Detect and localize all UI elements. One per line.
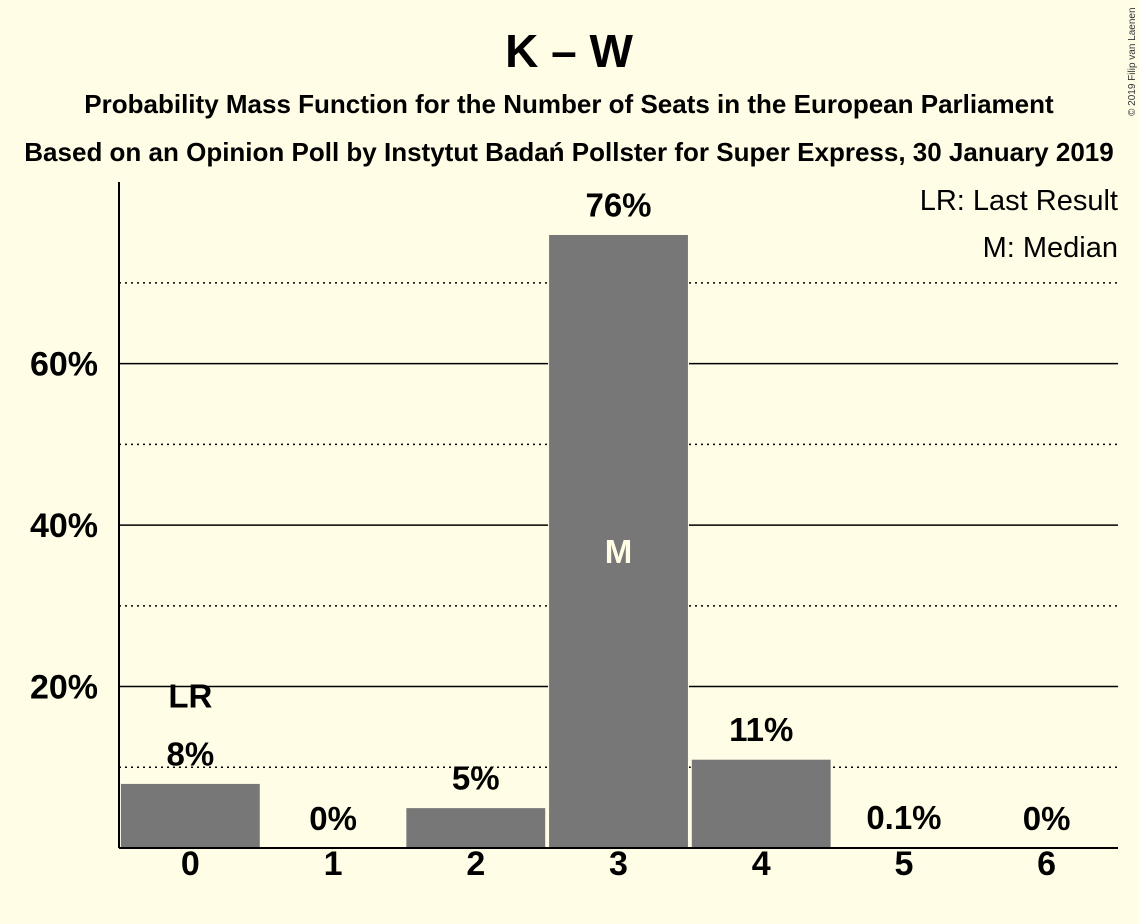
- last-result-marker: LR: [168, 677, 212, 714]
- bar-value-label: 5%: [452, 760, 500, 797]
- bar-value-label: 0%: [309, 800, 357, 837]
- bar-value-label: 8%: [167, 735, 215, 772]
- chart-subtitle: Probability Mass Function for the Number…: [84, 89, 1054, 119]
- axes: [118, 182, 1118, 849]
- legend-last-result: LR: Last Result: [920, 185, 1118, 217]
- x-tick-label: 2: [466, 845, 485, 883]
- median-marker: M: [605, 533, 633, 570]
- x-tick-label: 4: [752, 845, 771, 883]
- bar-value-label: 0%: [1023, 800, 1071, 837]
- bar-value-label: 0.1%: [866, 799, 941, 836]
- legend-median: M: Median: [983, 232, 1118, 264]
- y-tick-label: 40%: [30, 507, 98, 545]
- bar: [119, 782, 261, 849]
- bar-value-label: 11%: [729, 711, 793, 748]
- copyright-notice: © 2019 Filip van Laenen: [1127, 7, 1138, 116]
- bar: [405, 807, 547, 849]
- chart-title: K – W: [505, 25, 633, 77]
- chart-subtitle-source: Based on an Opinion Poll by Instytut Bad…: [24, 137, 1113, 167]
- bar: [548, 233, 689, 849]
- labels: 20% 40% 60% 8% 0 0% 1 5% 2 76% 3 11% 4 0.1% 5 0% 6 LR M: [30, 186, 1071, 883]
- x-tick-label: 1: [324, 845, 343, 883]
- x-tick-label: 6: [1037, 845, 1056, 883]
- y-tick-label: 20%: [30, 669, 98, 707]
- y-tick-label: 60%: [30, 346, 98, 384]
- x-tick-label: 3: [609, 845, 628, 883]
- bars: [119, 233, 975, 849]
- bar-value-label: 76%: [585, 186, 651, 223]
- x-tick-label: 5: [894, 845, 913, 883]
- x-tick-label: 0: [181, 845, 200, 883]
- bar: [690, 758, 832, 849]
